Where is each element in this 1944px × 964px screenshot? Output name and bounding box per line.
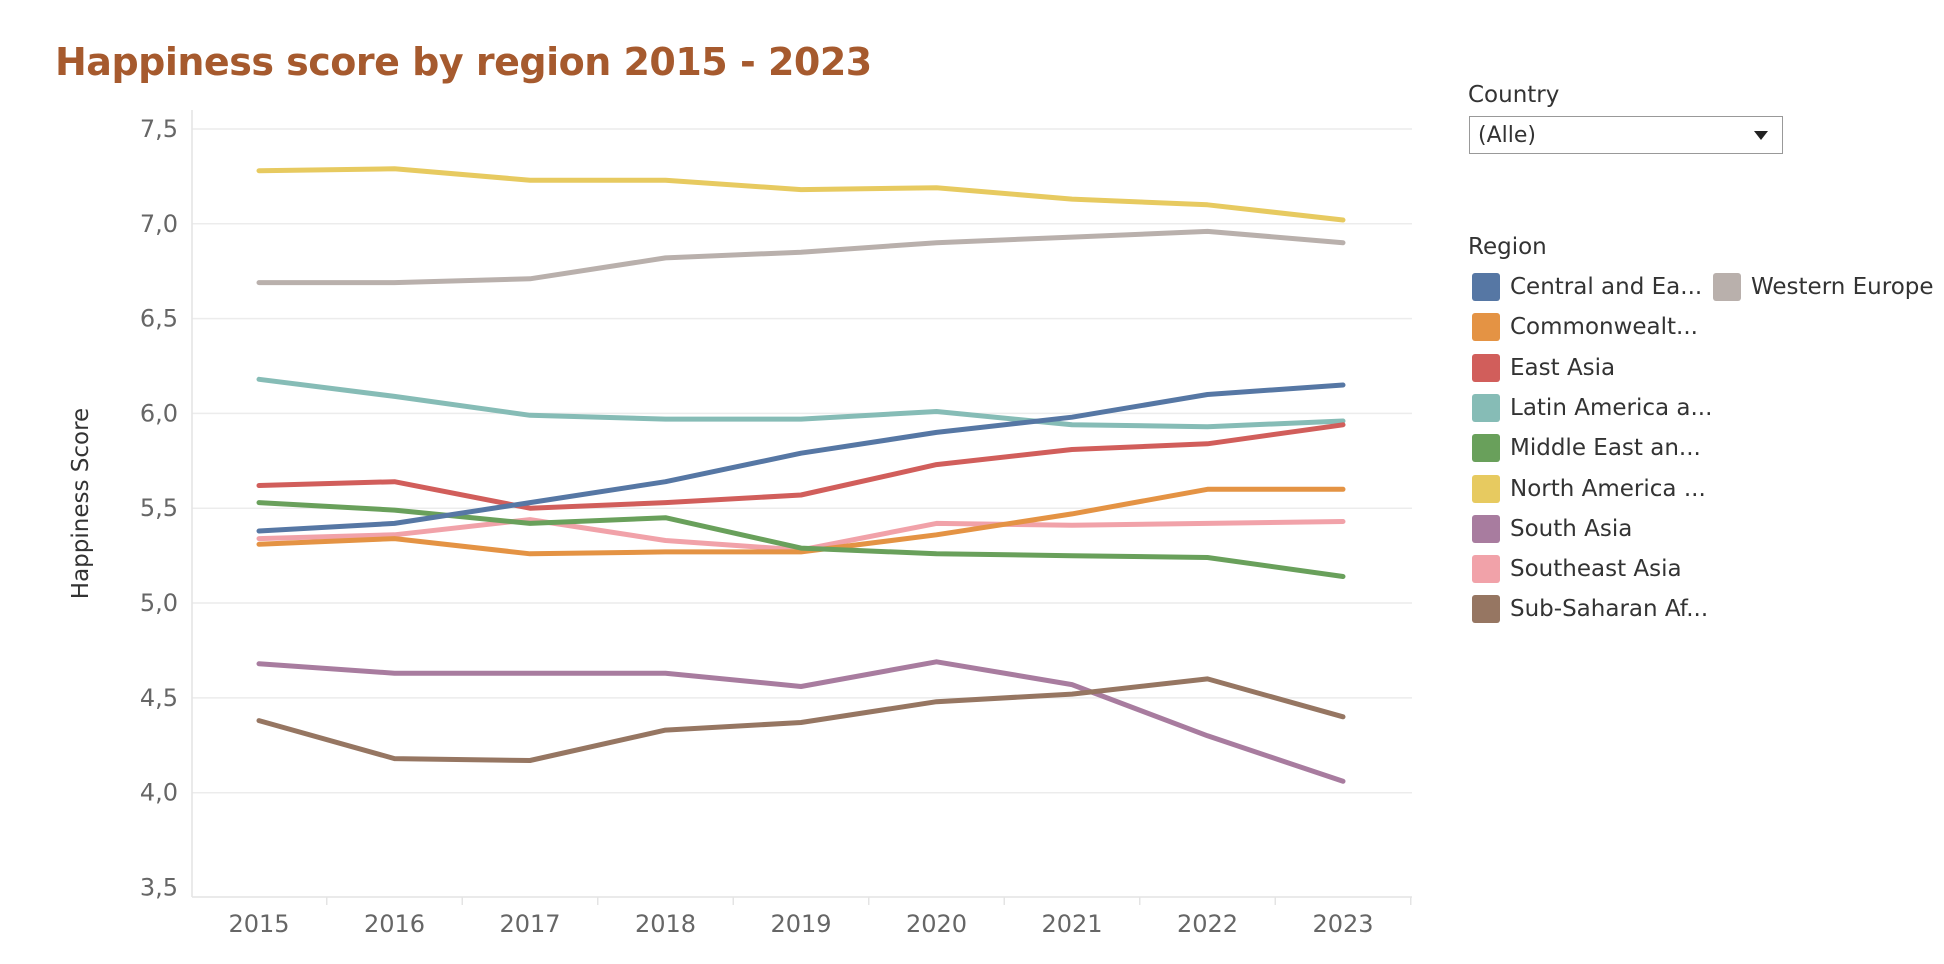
chart-title: Happiness score by region 2015 - 2023 (55, 40, 872, 84)
legend-swatch (1472, 273, 1500, 301)
legend-swatch (1472, 313, 1500, 342)
y-tick-label: 4,0 (140, 779, 178, 807)
legend-label: Southeast Asia (1510, 556, 1682, 583)
legend: Central and Ea... Western Europe Commonwea… (1472, 272, 1942, 632)
axes: 3,5 4,0 4,5 5,0 5,5 6,0 6,5 7,0 7,5 2015 2016 2017 2… (140, 110, 1412, 938)
legend-item[interactable]: South Asia (1472, 514, 1632, 544)
series-line[interactable] (256, 228, 1346, 286)
legend-swatch (1472, 353, 1500, 382)
country-filter-value: (Alle) (1478, 122, 1536, 148)
y-tick-label: 6,0 (140, 399, 178, 427)
legend-item[interactable]: Commonwealt... (1472, 312, 1698, 342)
legend-swatch (1472, 474, 1500, 503)
y-tick-label: 6,5 (140, 305, 178, 333)
y-tick-label: 3,5 (140, 874, 178, 902)
y-tick-label: 5,0 (140, 589, 178, 617)
legend-item[interactable]: Western Europe (1713, 272, 1934, 302)
x-tick-label: 2023 (1312, 910, 1373, 938)
series-line[interactable] (256, 382, 1346, 534)
chevron-down-icon (1754, 131, 1768, 140)
series-line[interactable] (256, 486, 1346, 557)
series-line[interactable] (256, 676, 1346, 763)
x-tick-label: 2015 (228, 910, 289, 938)
legend-label: Central and Ea... (1510, 274, 1703, 300)
legend-item[interactable]: Southeast Asia (1472, 554, 1682, 584)
y-tick-label: 5,5 (140, 494, 178, 522)
legend-label: Latin America a... (1510, 394, 1713, 421)
y-tick-label: 4,5 (140, 684, 178, 712)
legend-swatch (1472, 434, 1500, 463)
x-tick-label: 2018 (635, 910, 696, 938)
legend-item[interactable]: North America ... (1472, 474, 1706, 504)
legend-label: Western Europe (1751, 274, 1934, 300)
legend-label: East Asia (1510, 354, 1616, 381)
x-tick-label: 2017 (499, 910, 560, 938)
legend-swatch (1472, 555, 1500, 584)
legend-title: Region (1468, 234, 1547, 260)
x-tick-label: 2016 (364, 910, 425, 938)
series-line[interactable] (256, 659, 1346, 784)
series-lines (256, 166, 1346, 784)
legend-label: Sub-Saharan Af... (1510, 596, 1709, 623)
y-tick-label: 7,5 (140, 115, 178, 143)
gridlines (192, 128, 1412, 794)
x-tick-label: 2021 (1041, 910, 1102, 938)
x-tick-label: 2020 (906, 910, 967, 938)
legend-item[interactable]: Central and Ea... (1472, 272, 1702, 302)
legend-item[interactable]: Sub-Saharan Af... (1472, 594, 1708, 624)
series-line[interactable] (256, 376, 1346, 430)
legend-item[interactable]: Latin America a... (1472, 393, 1712, 423)
legend-label: South Asia (1510, 515, 1633, 542)
series-line[interactable] (256, 517, 1346, 553)
x-tick-label: 2022 (1177, 910, 1238, 938)
y-axis-title: Happiness Score (68, 408, 94, 599)
series-line[interactable] (256, 166, 1346, 223)
legend-swatch (1472, 595, 1500, 624)
legend-item[interactable]: East Asia (1472, 353, 1615, 383)
y-tick-label: 7,0 (140, 210, 178, 238)
series-line[interactable] (256, 422, 1346, 511)
legend-swatch (1472, 393, 1500, 422)
legend-label: North America ... (1510, 475, 1706, 502)
country-filter-dropdown[interactable]: (Alle) (1469, 116, 1783, 154)
legend-swatch (1472, 514, 1500, 543)
legend-label: Commonwealt... (1510, 314, 1698, 341)
legend-item[interactable]: Middle East an... (1472, 433, 1701, 463)
x-tick-label: 2019 (770, 910, 831, 938)
country-filter-label: Country (1468, 82, 1560, 108)
legend-label: Middle East an... (1510, 435, 1701, 462)
legend-swatch (1713, 273, 1741, 301)
